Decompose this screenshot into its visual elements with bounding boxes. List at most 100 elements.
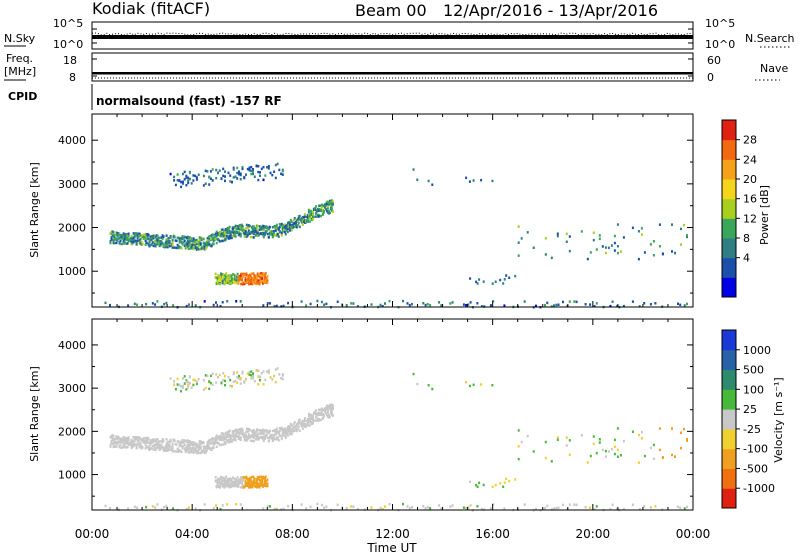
- range-gate-cell: [637, 257, 640, 261]
- range-gate-cell: [350, 302, 353, 305]
- range-gate-cell: [134, 239, 137, 243]
- range-gate-cell: [240, 477, 243, 481]
- colorbar-segment: [722, 159, 736, 180]
- range-gate-cell: [289, 430, 292, 433]
- range-gate-cell: [232, 433, 235, 437]
- range-gate-cell: [472, 179, 475, 182]
- range-gate-cell: [422, 505, 425, 508]
- range-gate-cell: [227, 281, 229, 285]
- date-range: 12/Apr/2016 - 13/Apr/2016: [443, 1, 658, 20]
- range-gate-cell: [309, 413, 312, 417]
- range-gate-cell: [154, 439, 157, 442]
- range-gate-cell: [241, 225, 244, 228]
- range-gate-cell: [186, 239, 189, 243]
- range-gate-cell: [239, 178, 242, 181]
- range-gate-cell: [206, 170, 209, 173]
- range-gate-cell: [317, 417, 320, 421]
- colorbar-segment: [722, 349, 736, 371]
- range-gate-cell: [195, 242, 198, 245]
- range-gate-cell: [266, 436, 269, 440]
- range-gate-cell: [239, 503, 242, 506]
- range-gate-cell: [220, 177, 223, 181]
- range-gate-cell: [286, 227, 289, 230]
- range-gate-cell: [254, 227, 257, 230]
- range-gate-cell: [290, 432, 293, 436]
- range-gate-cell: [147, 233, 150, 237]
- range-gate-cell: [309, 209, 312, 213]
- range-gate-cell: [104, 504, 107, 508]
- range-gate-cell: [573, 503, 576, 506]
- range-gate-cell: [550, 460, 553, 463]
- range-gate-cell: [245, 475, 248, 479]
- range-gate-cell: [261, 480, 264, 484]
- range-gate-cell: [169, 440, 172, 443]
- range-gate-cell: [290, 424, 293, 427]
- range-gate-cell: [185, 380, 188, 384]
- range-gate-cell: [123, 240, 126, 243]
- range-gate-cell: [233, 232, 236, 236]
- colorbar-segment: [722, 238, 736, 259]
- range-gate-cell: [226, 503, 229, 506]
- range-gate-cell: [278, 433, 281, 437]
- range-gate-cell: [215, 301, 217, 304]
- range-gate-cell: [239, 382, 242, 385]
- range-gate-cell: [202, 388, 205, 391]
- range-gate-cell: [129, 238, 132, 241]
- range-gate-cell: [241, 482, 243, 485]
- range-gate-cell: [308, 418, 311, 421]
- range-gate-cell: [266, 281, 269, 285]
- range-gate-cell: [188, 236, 191, 239]
- range-gate-cell: [598, 438, 601, 441]
- range-gate-cell: [494, 280, 497, 283]
- range-gate-cell: [112, 444, 115, 447]
- range-gate-cell: [616, 455, 619, 458]
- range-gate-cell: [215, 485, 218, 489]
- range-gate-cell: [241, 229, 244, 232]
- range-gate-cell: [274, 163, 277, 167]
- range-gate-cell: [619, 250, 622, 253]
- range-gate-cell: [133, 302, 136, 306]
- range-gate-cell: [209, 374, 212, 378]
- range-gate-cell: [139, 441, 142, 445]
- range-gate-cell: [136, 506, 139, 509]
- range-gate-cell: [292, 422, 295, 426]
- y-tick-label: 3000: [58, 178, 86, 191]
- range-gate-cell: [169, 235, 172, 238]
- range-gate-cell: [503, 278, 506, 281]
- range-gate-cell: [205, 242, 208, 245]
- range-gate-cell: [188, 177, 191, 181]
- range-gate-cell: [224, 374, 226, 378]
- range-gate-cell: [115, 445, 118, 448]
- range-gate-cell: [195, 444, 198, 448]
- range-gate-cell: [117, 233, 120, 237]
- range-gate-cell: [271, 173, 274, 177]
- range-gate-cell: [199, 236, 202, 240]
- range-gate-cell: [553, 507, 555, 510]
- range-gate-cell: [427, 384, 430, 387]
- range-gate-cell: [236, 371, 239, 374]
- range-gate-cell: [265, 229, 268, 233]
- y-tick-label: 4000: [58, 134, 86, 147]
- range-gate-cell: [229, 234, 232, 237]
- range-gate-cell: [314, 409, 317, 412]
- range-gate-cell: [316, 502, 319, 506]
- range-gate-cell: [514, 478, 517, 481]
- range-gate-cell: [356, 508, 359, 511]
- range-gate-cell: [150, 447, 153, 450]
- range-gate-cell: [244, 281, 247, 284]
- range-gate-cell: [311, 210, 314, 213]
- range-gate-cell: [649, 243, 652, 246]
- range-gate-cell: [255, 477, 258, 481]
- range-gate-cell: [289, 218, 292, 222]
- range-gate-cell: [309, 420, 312, 423]
- range-gate-cell: [222, 174, 225, 178]
- range-gate-cell: [256, 224, 259, 228]
- range-gate-cell: [331, 406, 334, 410]
- range-gate-cell: [276, 162, 279, 166]
- range-gate-cell: [613, 249, 616, 252]
- range-gate-cell: [221, 482, 224, 486]
- range-gate-cell: [305, 304, 308, 307]
- range-gate-cell: [169, 172, 172, 176]
- colorbar-tick-label: 8: [743, 232, 750, 245]
- range-gate-cell: [279, 428, 282, 431]
